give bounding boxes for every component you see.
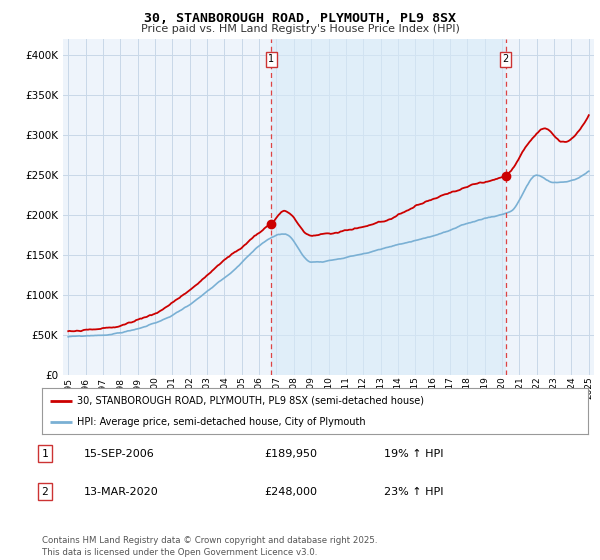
Text: 1: 1 [268, 54, 274, 64]
Text: Contains HM Land Registry data © Crown copyright and database right 2025.
This d: Contains HM Land Registry data © Crown c… [42, 536, 377, 557]
Text: 2: 2 [41, 487, 49, 497]
Text: £189,950: £189,950 [264, 449, 317, 459]
Text: 23% ↑ HPI: 23% ↑ HPI [384, 487, 443, 497]
Text: 2: 2 [503, 54, 509, 64]
Text: 13-MAR-2020: 13-MAR-2020 [84, 487, 159, 497]
Text: HPI: Average price, semi-detached house, City of Plymouth: HPI: Average price, semi-detached house,… [77, 417, 366, 427]
Bar [271, 39, 506, 375]
Text: £248,000: £248,000 [264, 487, 317, 497]
Text: 1: 1 [41, 449, 49, 459]
Text: 15-SEP-2006: 15-SEP-2006 [84, 449, 155, 459]
Text: 19% ↑ HPI: 19% ↑ HPI [384, 449, 443, 459]
Text: Price paid vs. HM Land Registry's House Price Index (HPI): Price paid vs. HM Land Registry's House … [140, 24, 460, 34]
Text: 30, STANBOROUGH ROAD, PLYMOUTH, PL9 8SX: 30, STANBOROUGH ROAD, PLYMOUTH, PL9 8SX [144, 12, 456, 25]
Text: 30, STANBOROUGH ROAD, PLYMOUTH, PL9 8SX (semi-detached house): 30, STANBOROUGH ROAD, PLYMOUTH, PL9 8SX … [77, 395, 424, 405]
